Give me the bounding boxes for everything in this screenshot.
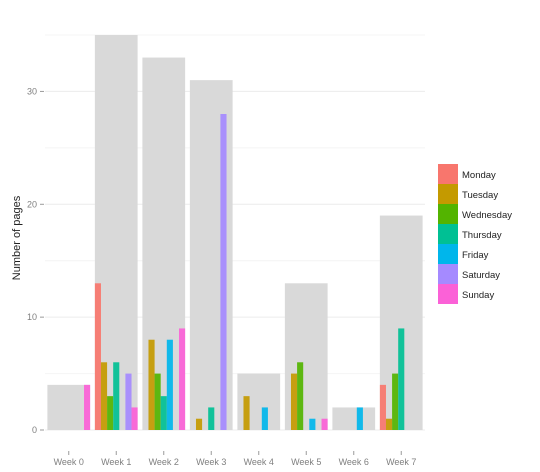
legend-swatch-monday xyxy=(438,164,458,184)
x-tick-label: Week 3 xyxy=(196,457,226,467)
x-tick-label: Week 0 xyxy=(54,457,84,467)
day-bar-sunday xyxy=(84,384,91,430)
day-bar-tuesday xyxy=(195,418,203,430)
y-tick-label: 0 xyxy=(32,425,37,435)
y-tick-label: 30 xyxy=(27,86,37,96)
y-tick-label: 20 xyxy=(27,199,37,209)
day-bar-saturday xyxy=(125,373,132,430)
legend-swatch-sunday xyxy=(438,284,458,304)
day-bar-thursday xyxy=(113,362,120,430)
x-tick-label: Week 7 xyxy=(386,457,416,467)
day-bar-friday xyxy=(166,339,173,430)
x-tick-label: Week 1 xyxy=(101,457,131,467)
day-bar-friday xyxy=(261,407,268,430)
y-axis: 0 10 20 30 xyxy=(27,86,44,435)
legend-swatch-friday xyxy=(438,244,458,264)
legend-label: Thursday xyxy=(462,230,502,241)
x-tick-label: Week 2 xyxy=(149,457,179,467)
day-bar-wednesday xyxy=(392,373,399,430)
legend-swatch-saturday xyxy=(438,264,458,284)
day-bar-tuesday xyxy=(290,373,298,430)
day-bar-thursday xyxy=(160,396,167,430)
day-bar-sunday xyxy=(321,418,328,430)
legend-swatch-wednesday xyxy=(438,204,458,224)
legend-label: Saturday xyxy=(462,270,500,281)
day-bar-monday xyxy=(94,283,101,430)
legend-swatch-tuesday xyxy=(438,184,458,204)
day-bar-thursday xyxy=(208,407,215,430)
legend-label: Tuesday xyxy=(462,190,498,201)
legend-label: Sunday xyxy=(462,290,494,301)
y-axis-title: Number of pages xyxy=(11,195,23,280)
day-bar-friday xyxy=(309,418,316,430)
legend-label: Wednesday xyxy=(462,210,512,221)
day-bar-tuesday xyxy=(148,339,155,430)
weekly-total-bar xyxy=(47,384,91,430)
legend-swatch-thursday xyxy=(438,224,458,244)
daily-bars xyxy=(84,114,405,430)
day-bar-wednesday xyxy=(297,362,304,430)
day-bar-saturday xyxy=(220,114,227,430)
legend-label: Monday xyxy=(462,170,496,181)
day-bar-sunday xyxy=(179,328,186,430)
legend-label: Friday xyxy=(462,250,489,261)
x-tick-label: Week 4 xyxy=(244,457,274,467)
x-axis: Week 0 Week 1 Week 2 Week 3 Week 4 Week 5 Week… xyxy=(54,451,416,467)
weekly-total-bar xyxy=(332,407,376,430)
weekly-total-bars xyxy=(47,35,423,431)
day-bar-tuesday xyxy=(100,362,108,430)
y-tick-label: 10 xyxy=(27,312,37,322)
legend: Monday Tuesday Wednesday Thursday Friday Satu… xyxy=(438,164,512,304)
day-bar-wednesday xyxy=(107,396,114,430)
day-bar-wednesday xyxy=(154,373,161,430)
day-bar-sunday xyxy=(131,407,138,430)
day-bar-thursday xyxy=(398,328,405,430)
day-bar-monday xyxy=(379,384,386,430)
x-tick-label: Week 6 xyxy=(339,457,369,467)
day-bar-friday xyxy=(356,407,363,430)
day-bar-tuesday xyxy=(385,418,393,430)
day-bar-tuesday xyxy=(243,396,250,430)
x-tick-label: Week 5 xyxy=(291,457,321,467)
